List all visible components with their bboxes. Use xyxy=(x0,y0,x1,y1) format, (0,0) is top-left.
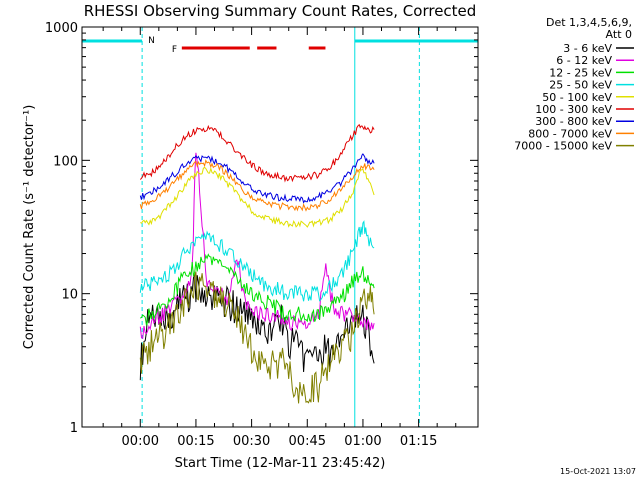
series-5 xyxy=(139,123,375,183)
legend-item-label-1: 6 - 12 keV xyxy=(556,54,612,67)
annotation-f: F xyxy=(172,45,326,55)
series-line-7 xyxy=(139,159,375,212)
series-4 xyxy=(140,166,375,228)
y-axis-label: Corrected Count Rate (s⁻¹ detector⁻¹) xyxy=(22,105,37,350)
legend-item-label-5: 100 - 300 keV xyxy=(535,103,612,116)
plot-frame xyxy=(81,26,479,428)
x-tick-label-5: 01:15 xyxy=(400,434,437,449)
annotation-f-label: F xyxy=(172,45,177,55)
y-tick-label-0: 1 xyxy=(70,421,78,436)
y-tick-label-1: 10 xyxy=(61,288,78,303)
y-axis: 1 10 100 1000 xyxy=(45,21,478,436)
series-8 xyxy=(139,271,375,404)
series-3 xyxy=(139,220,375,302)
legend-header-line-1: Det 1,3,4,5,6,9, xyxy=(546,16,632,29)
series-line-8 xyxy=(139,271,375,404)
series-line-6 xyxy=(139,153,375,204)
y-tick-label-2: 100 xyxy=(53,154,78,169)
legend-item-label-8: 7000 - 15000 keV xyxy=(514,140,612,153)
series-line-0 xyxy=(139,274,375,381)
plot-timestamp: 15-Oct-2021 13:07 xyxy=(560,467,636,476)
series-line-2 xyxy=(140,253,375,326)
series-line-5 xyxy=(139,123,375,183)
series-line-1 xyxy=(139,152,375,340)
series-0 xyxy=(139,274,375,381)
annotation-n: N xyxy=(82,27,478,427)
x-tick-label-0: 00:00 xyxy=(122,434,159,449)
y-tick-label-3: 1000 xyxy=(45,21,78,36)
legend-header-line-2: Att 0 xyxy=(606,28,632,41)
x-axis-label: Start Time (12-Mar-11 23:45:42) xyxy=(175,456,386,471)
series-1 xyxy=(139,152,375,340)
series-line-4 xyxy=(140,166,375,228)
chart-title: RHESSI Observing Summary Count Rates, Co… xyxy=(84,2,477,20)
x-tick-label-4: 01:00 xyxy=(344,434,381,449)
legend-item-label-3: 25 - 50 keV xyxy=(549,79,612,92)
series-7 xyxy=(139,159,375,212)
series-6 xyxy=(139,153,375,204)
legend-item-label-6: 300 - 800 keV xyxy=(535,115,612,128)
legend-item-label-2: 12 - 25 keV xyxy=(549,66,612,79)
series-2 xyxy=(140,253,375,326)
annotation-n-label: N xyxy=(148,36,155,46)
x-tick-label-3: 00:45 xyxy=(289,434,326,449)
x-axis: 00:00 00:15 00:30 00:45 01:00 01:15 xyxy=(102,27,457,449)
x-tick-label-2: 00:30 xyxy=(233,434,270,449)
legend-item-label-4: 50 - 100 keV xyxy=(542,91,612,104)
series-line-3 xyxy=(139,220,375,302)
legend-item-label-0: 3 - 6 keV xyxy=(563,42,612,55)
x-tick-label-1: 00:15 xyxy=(177,434,214,449)
legend-item-label-7: 800 - 7000 keV xyxy=(528,127,612,140)
